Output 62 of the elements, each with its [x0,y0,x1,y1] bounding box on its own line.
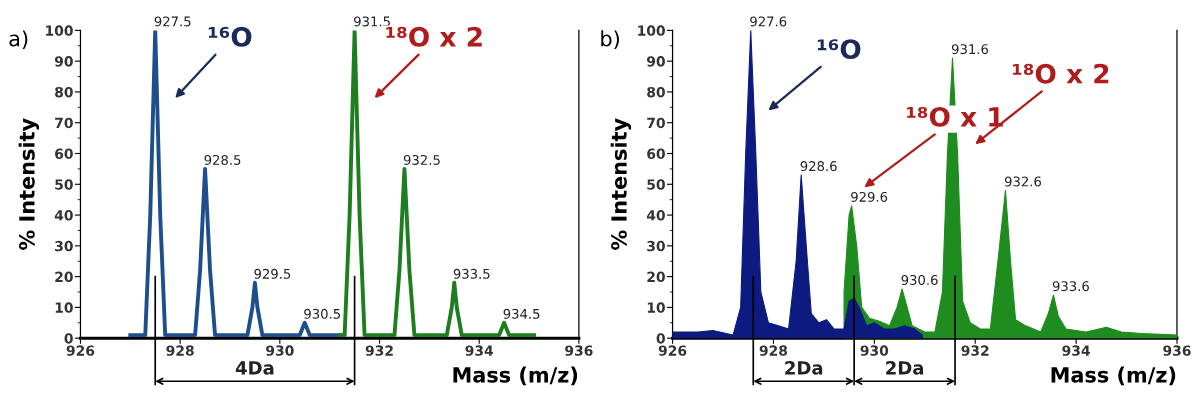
y-tick-label: 10 [55,302,73,313]
y-tick-label: 50 [647,179,665,190]
x-axis-title: Mass (m/z) [1051,366,1176,386]
x-tick-label: 936 [565,345,593,356]
annotation: ¹⁸O x 2 [1012,63,1109,84]
annotation: 931.5 [354,16,390,27]
chart-title: b) [601,30,619,49]
x-tick-label: 930 [860,345,889,356]
x-tick-label: 928 [166,345,194,356]
y-tick-label: 30 [55,240,73,252]
annotation: ¹⁶O [817,39,861,60]
y-tick-label: 0 [64,333,73,344]
x-tick-label: 934 [465,345,494,356]
y-tick-label: 10 [647,302,665,313]
annotation: 928.5 [204,154,241,165]
y-tick-label: 80 [55,86,73,98]
y-tick-label: 90 [647,56,665,67]
x-tick-label: 928 [759,345,788,356]
annotation: 933.5 [453,268,490,279]
x-tick-label: 926 [66,345,95,356]
annotation: ¹⁸O x 2 [386,26,482,47]
y-tick-label: 20 [55,271,73,283]
annotation: 929.5 [254,268,291,279]
x-axis-title: Mass (m/z) [453,366,578,386]
annotation: 934.5 [503,308,540,319]
y-tick-label: 40 [54,210,73,221]
text: 4Da [235,361,274,375]
y-tick-label: 70 [55,117,73,129]
annotation: ¹⁶O [208,26,252,47]
annotation: 927.5 [154,16,191,27]
x-tick-label: 930 [266,345,294,356]
x-tick-label: 926 [658,345,687,356]
chart-title: a) [9,30,28,49]
annotation: 933.6 [1052,281,1089,292]
y-tick-label: 40 [646,210,665,221]
annotation: 932.5 [403,154,440,165]
annotation: 930.5 [304,308,340,319]
text: 2Da [886,361,924,375]
y-axis-title: % Intensity [18,118,39,250]
y-tick-label: 100 [46,25,73,36]
y-tick-label: 90 [54,56,73,67]
y-tick-label: 50 [55,179,73,190]
y-tick-label: 60 [55,148,73,159]
y-tick-label: 80 [647,86,665,98]
y-axis-title: % Intensity [610,118,632,250]
x-tick-label: 934 [1062,345,1090,356]
x-tick-label: 932 [961,345,989,356]
y-tick-label: 70 [647,117,665,129]
y-tick-label: 60 [647,148,665,159]
annotation: 927.6 [750,16,787,27]
y-tick-label: 0 [656,333,665,344]
annotation: 930.6 [901,275,938,285]
y-tick-label: 100 [638,25,665,36]
annotation: 928.6 [800,161,837,172]
x-tick-label: 932 [365,345,393,356]
x-tick-label: 936 [1163,345,1191,356]
annotation: 932.6 [1004,176,1042,187]
text: 2Da [785,361,823,375]
annotation: 929.6 [851,191,888,202]
y-tick-label: 30 [647,240,665,252]
y-tick-label: 20 [647,271,665,283]
annotation: 931.6 [951,44,989,55]
